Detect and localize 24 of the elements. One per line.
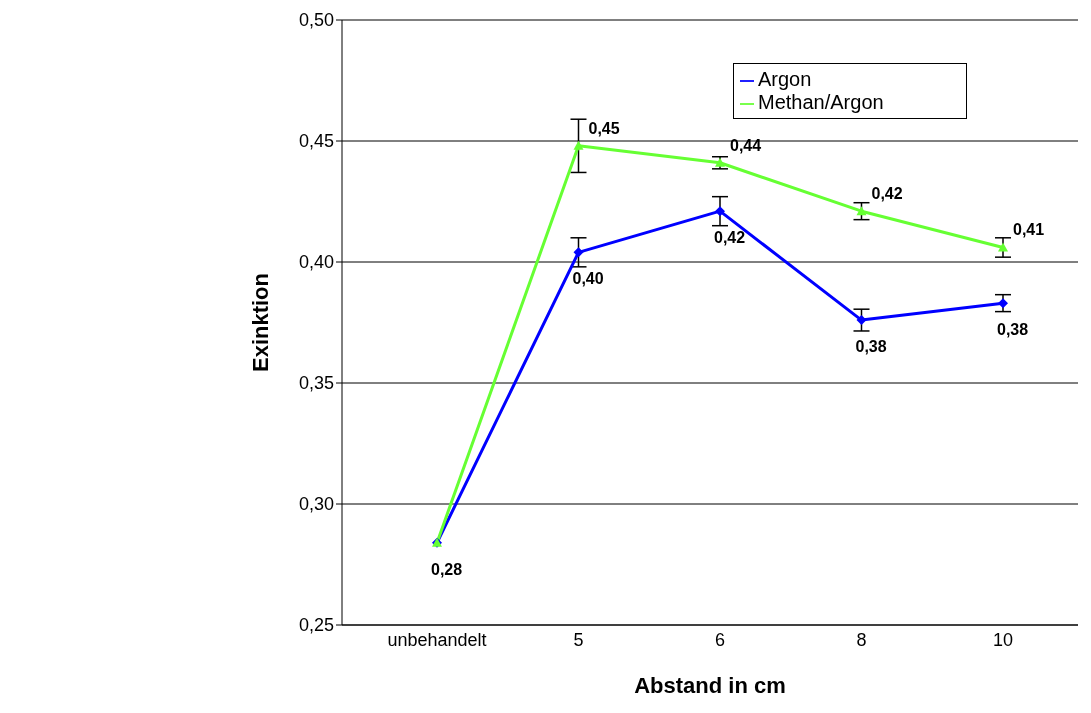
data-label: 0,44: [730, 136, 762, 154]
legend-label: Methan/Argon: [758, 91, 884, 113]
x-tick-label: 8: [856, 629, 867, 650]
data-label: 0,38: [997, 321, 1029, 339]
data-label: 0,38: [855, 338, 887, 356]
data-label: 0,40: [572, 270, 604, 288]
data-label: 0,28: [431, 560, 463, 578]
data-label: 0,42: [871, 185, 903, 203]
x-tick-label: 6: [714, 629, 726, 650]
y-tick-label: 0,40: [298, 252, 334, 273]
y-tick-label: 0,25: [298, 615, 334, 636]
y-tick-label: 0,30: [298, 494, 334, 515]
data-label: 0,45: [588, 119, 620, 137]
x-axis-title: Abstand in cm: [634, 673, 786, 698]
y-tick-label: 0,35: [298, 373, 334, 394]
x-tick-label: 5: [573, 629, 584, 650]
y-tick-label: 0,45: [298, 131, 334, 152]
y-axis-title: Exinktion: [247, 272, 273, 373]
data-label: 0,41: [1013, 221, 1045, 239]
y-tick-label: 0,50: [298, 10, 334, 31]
data-label: 0,42: [714, 229, 746, 247]
x-tick-label: 10: [992, 629, 1014, 650]
legend-label: Argon: [758, 68, 812, 90]
x-tick-label: unbehandelt: [387, 629, 487, 650]
